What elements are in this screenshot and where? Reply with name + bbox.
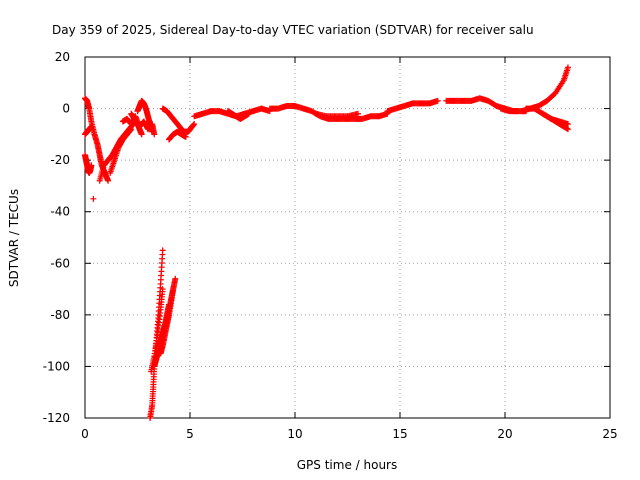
y-tick-label: -100 [43, 359, 70, 373]
data-point [149, 128, 156, 135]
y-tick-label: -60 [50, 256, 70, 270]
data-point [191, 121, 198, 128]
x-tick-label: 15 [392, 427, 407, 441]
x-tick-label: 0 [81, 427, 89, 441]
x-tick-label: 5 [186, 427, 194, 441]
x-tick-label: 10 [287, 427, 302, 441]
data-point [90, 195, 97, 202]
grid-lines [85, 57, 610, 418]
data-point [88, 123, 95, 130]
data-point [172, 275, 179, 282]
y-tick-label: -80 [50, 308, 70, 322]
data-point [565, 121, 571, 128]
data-point [105, 177, 112, 184]
data-point [128, 126, 135, 133]
x-tick-label: 25 [602, 427, 617, 441]
plot-frame [84, 56, 611, 419]
x-axis-label: GPS time / hours [297, 458, 398, 472]
y-axis: -120 -100 -80 -60 -40 -20 0 20 [43, 50, 610, 425]
data-point [245, 110, 252, 117]
y-tick-label: 0 [62, 102, 70, 116]
data-point [182, 133, 189, 140]
chart-title: Day 359 of 2025, Sidereal Day-to-day VTE… [52, 23, 534, 37]
data-points [82, 64, 571, 421]
data-point [355, 110, 361, 117]
y-tick-label: -40 [50, 205, 70, 219]
data-point [565, 126, 571, 133]
data-point [159, 247, 166, 254]
x-tick-label: 20 [497, 427, 512, 441]
y-tick-label: -120 [43, 411, 70, 425]
data-point [138, 131, 145, 138]
y-tick-label: 20 [55, 50, 70, 64]
y-axis-label: SDTVAR / TECUs [7, 189, 21, 287]
data-point [434, 97, 441, 104]
y-tick-label: -20 [50, 153, 70, 167]
x-axis: 0 5 10 15 20 25 [81, 57, 618, 441]
data-point [170, 286, 177, 293]
data-point [159, 286, 166, 293]
data-point [565, 64, 571, 71]
data-point [88, 162, 95, 169]
